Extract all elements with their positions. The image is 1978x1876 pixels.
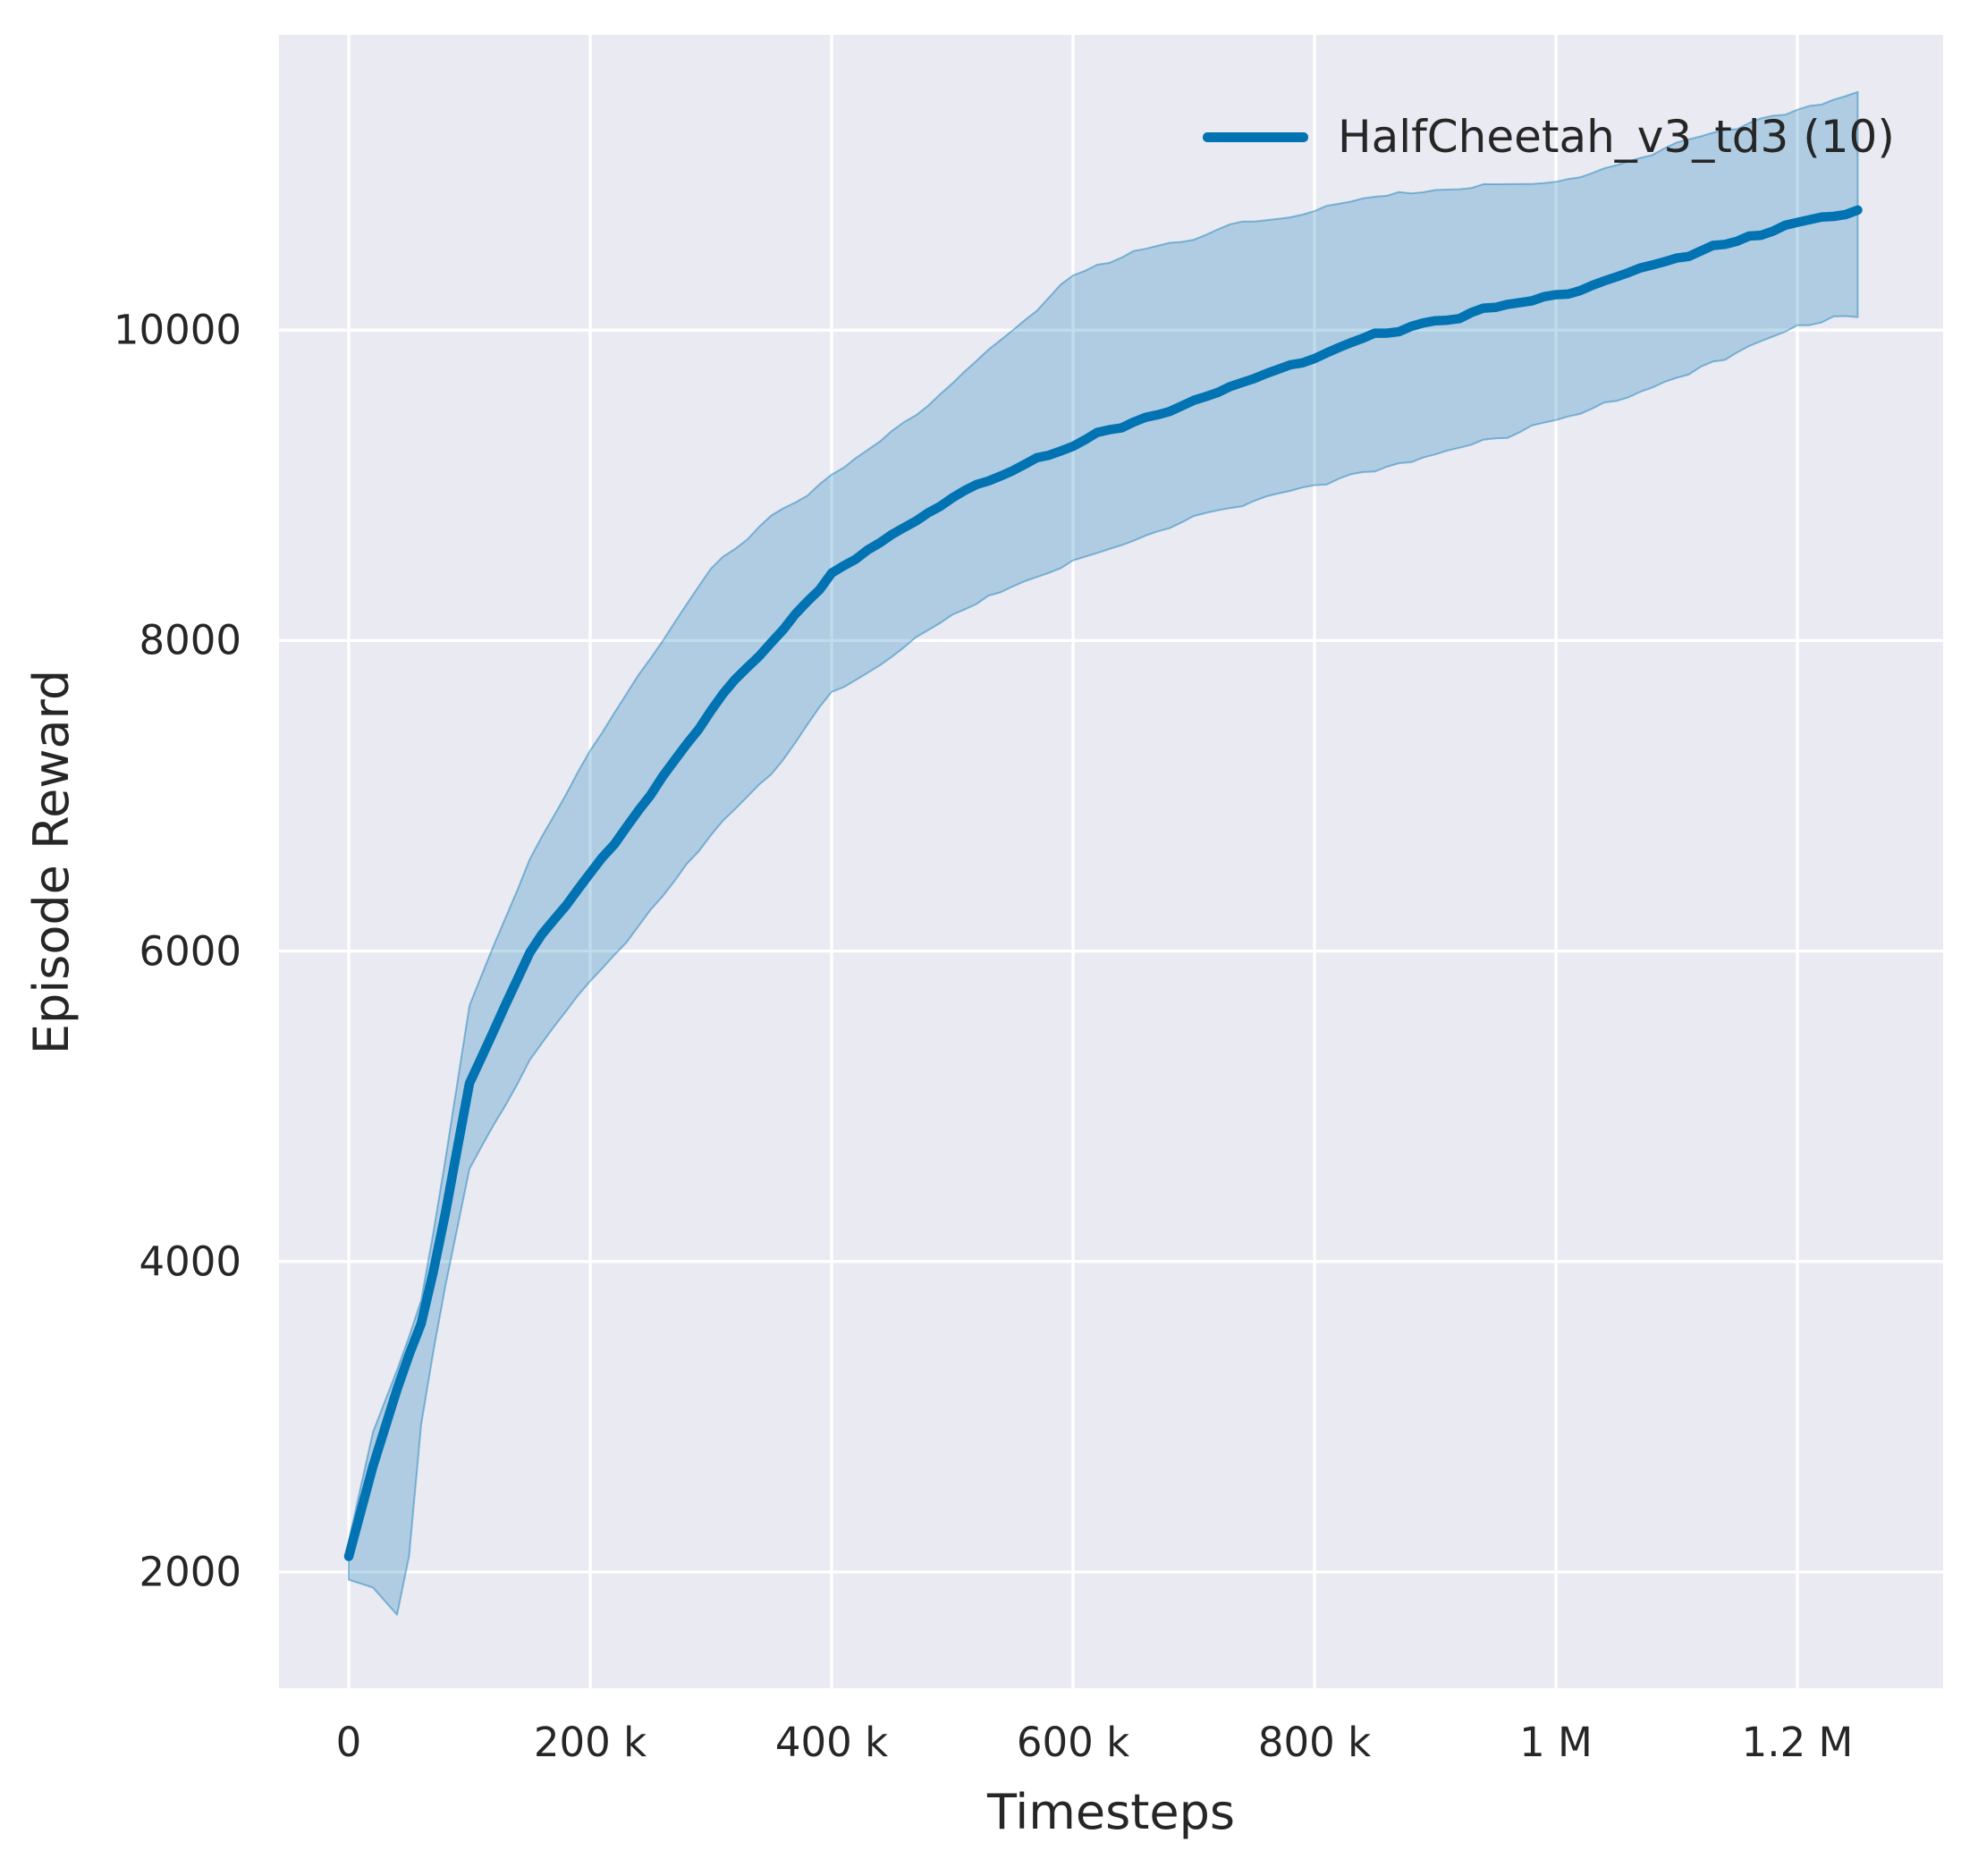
mean-line xyxy=(343,205,1863,1561)
legend-label: HalfCheetah_v3_td3 (10) xyxy=(1338,111,1895,163)
legend: HalfCheetah_v3_td3 (10) xyxy=(1203,114,1895,159)
x-tick-label: 600 k xyxy=(1016,1719,1130,1766)
x-tick-label: 1.2 M xyxy=(1741,1719,1854,1766)
legend-line-swatch xyxy=(1203,131,1308,142)
plot-area xyxy=(279,35,1943,1688)
x-tick-label: 200 k xyxy=(533,1719,647,1766)
x-tick-label: 400 k xyxy=(774,1719,889,1766)
y-tick-label: 6000 xyxy=(139,927,241,976)
x-tick-label: 1 M xyxy=(1519,1719,1593,1766)
x-tick-label: 0 xyxy=(335,1719,362,1766)
y-tick-label: 2000 xyxy=(139,1548,241,1596)
y-tick-label: 8000 xyxy=(139,616,241,664)
y-tick-label: 10000 xyxy=(113,306,241,354)
x-axis-label: Timesteps xyxy=(986,1784,1236,1840)
y-axis-label: Episode Reward xyxy=(23,669,80,1054)
y-tick-label: 4000 xyxy=(139,1238,241,1286)
x-tick-label: 800 k xyxy=(1257,1719,1372,1766)
